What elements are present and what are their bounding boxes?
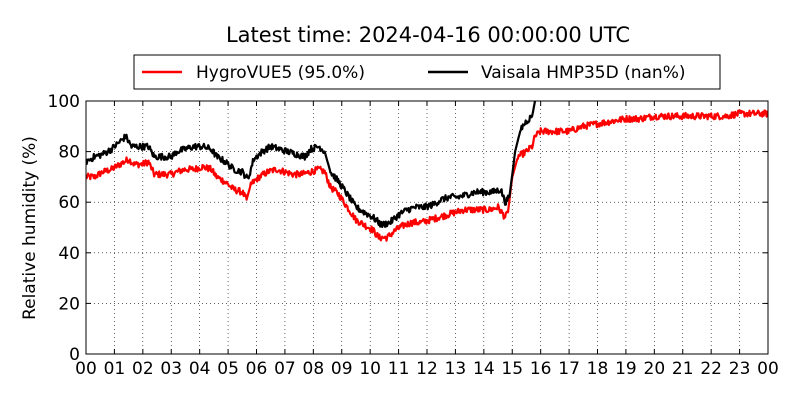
y-tick-label: 40 bbox=[58, 244, 80, 264]
y-tick-label: 100 bbox=[48, 92, 80, 112]
x-tick-label: 12 bbox=[416, 359, 438, 379]
x-tick-label: 17 bbox=[558, 359, 580, 379]
series-line-1 bbox=[86, 101, 537, 228]
x-tick-label: 05 bbox=[217, 359, 239, 379]
legend-box bbox=[133, 54, 721, 90]
y-tick-label: 20 bbox=[58, 294, 80, 314]
y-tick-label: 60 bbox=[58, 193, 80, 213]
legend-label-hygrovue: HygroVUE5 (95.0%) bbox=[196, 63, 365, 83]
x-tick-label: 18 bbox=[587, 359, 609, 379]
x-tick-label: 03 bbox=[160, 359, 182, 379]
legend: HygroVUE5 (95.0%) Vaisala HMP35D (nan%) bbox=[133, 54, 721, 90]
x-tick-label: 00 bbox=[757, 359, 779, 379]
plot-frame bbox=[85, 100, 769, 355]
x-tick-label: 13 bbox=[445, 359, 467, 379]
ticks: 0 20 40 60 80 100 00 01 02 03 04 05 06 07 08 09 10 11 12 13… bbox=[48, 92, 779, 379]
x-tick-label: 19 bbox=[615, 359, 637, 379]
y-tick-label: 0 bbox=[69, 345, 80, 365]
x-tick-label: 23 bbox=[729, 359, 751, 379]
grid bbox=[86, 101, 768, 354]
x-tick-label: 04 bbox=[189, 359, 211, 379]
legend-label-vaisala: Vaisala HMP35D (nan%) bbox=[481, 63, 685, 83]
x-tick-label: 14 bbox=[473, 359, 495, 379]
x-tick-label: 21 bbox=[672, 359, 694, 379]
x-tick-label: 15 bbox=[501, 359, 523, 379]
x-tick-label: 06 bbox=[246, 359, 268, 379]
y-tick-label: 80 bbox=[58, 143, 80, 163]
x-tick-label: 02 bbox=[132, 359, 154, 379]
x-tick-label: 20 bbox=[644, 359, 666, 379]
x-tick-label: 22 bbox=[700, 359, 722, 379]
series-layer bbox=[86, 101, 768, 242]
x-tick-label: 00 bbox=[75, 359, 97, 379]
x-tick-label: 11 bbox=[388, 359, 410, 379]
chart-title: Latest time: 2024-04-16 00:00:00 UTC bbox=[226, 23, 630, 47]
x-tick-label: 08 bbox=[303, 359, 325, 379]
y-axis-label: Relative humidity (%) bbox=[20, 136, 40, 320]
series-line-0 bbox=[86, 109, 768, 242]
x-tick-label: 01 bbox=[104, 359, 126, 379]
x-tick-label: 09 bbox=[331, 359, 353, 379]
x-tick-label: 07 bbox=[274, 359, 296, 379]
x-tick-label: 10 bbox=[359, 359, 381, 379]
x-tick-label: 16 bbox=[530, 359, 552, 379]
